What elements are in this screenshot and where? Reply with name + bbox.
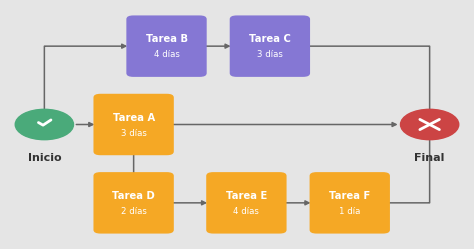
FancyBboxPatch shape <box>127 15 207 77</box>
Text: 2 días: 2 días <box>121 207 146 216</box>
Text: Tarea D: Tarea D <box>112 191 155 201</box>
FancyBboxPatch shape <box>230 15 310 77</box>
Circle shape <box>15 109 73 140</box>
Text: Tarea E: Tarea E <box>226 191 267 201</box>
Text: 4 días: 4 días <box>234 207 259 216</box>
FancyBboxPatch shape <box>93 94 174 155</box>
FancyBboxPatch shape <box>206 172 287 234</box>
Text: 4 días: 4 días <box>154 50 180 59</box>
FancyBboxPatch shape <box>310 172 390 234</box>
Text: 1 día: 1 día <box>339 207 360 216</box>
Text: 3 días: 3 días <box>257 50 283 59</box>
Text: Final: Final <box>414 153 445 163</box>
Text: Tarea A: Tarea A <box>112 113 155 123</box>
Text: Tarea F: Tarea F <box>329 191 370 201</box>
Text: Inicio: Inicio <box>27 153 61 163</box>
Text: Tarea B: Tarea B <box>146 34 188 44</box>
Text: Tarea C: Tarea C <box>249 34 291 44</box>
Circle shape <box>401 109 459 140</box>
Text: 3 días: 3 días <box>121 128 146 137</box>
FancyBboxPatch shape <box>93 172 174 234</box>
